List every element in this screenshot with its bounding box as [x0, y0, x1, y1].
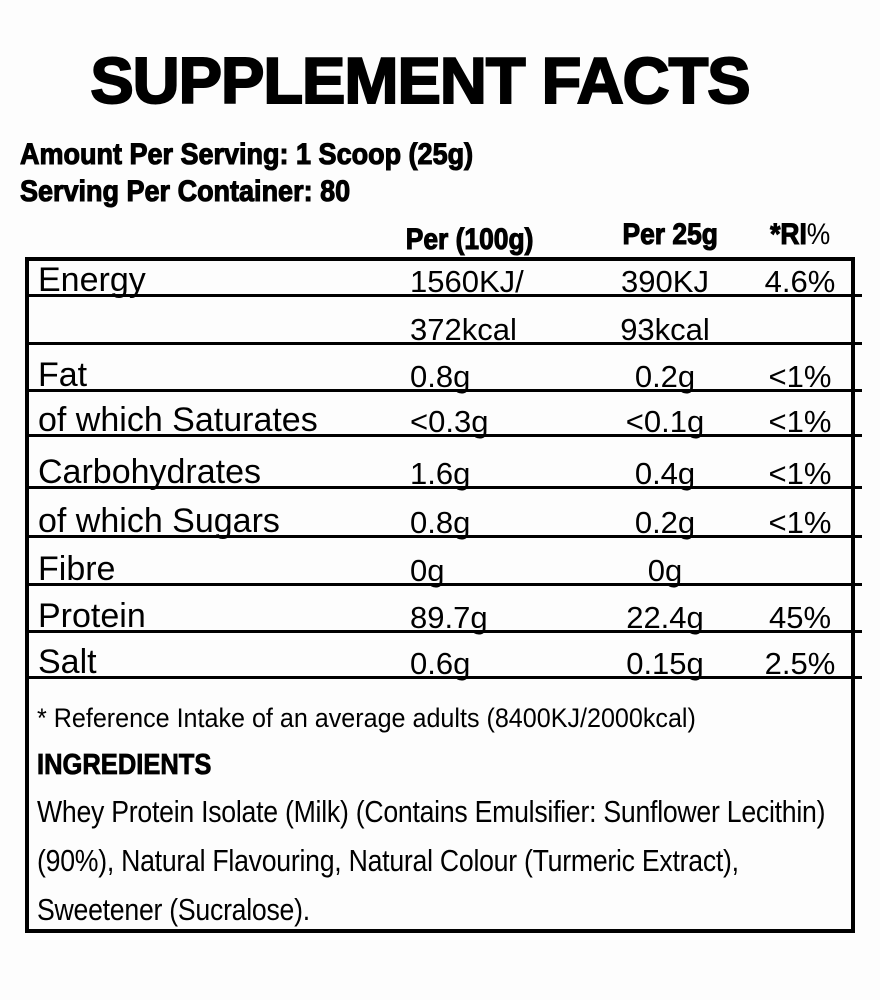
ri-percent-value: 45%	[768, 600, 832, 635]
per-25g-value: <0.1g	[625, 404, 705, 439]
ingredients-line: (90%), Natural Flavouring, Natural Colou…	[37, 845, 853, 876]
label-title-row: SUPPLEMENT FACTS	[0, 47, 840, 114]
nutrient-name: Salt	[38, 643, 97, 681]
per-100g-value: 372kcal	[410, 312, 517, 347]
per-25g-value: 93kcal	[620, 312, 710, 347]
ri-percent-value: <1%	[768, 456, 832, 491]
per-100g-value: 1560KJ/	[410, 264, 524, 299]
nutrient-name: Carbohydrates	[38, 453, 262, 491]
per-100g-value: 0.6g	[410, 646, 471, 681]
table-row: Fibre 0g 0g	[29, 539, 851, 588]
per-100g-header-text: Per (100g)	[406, 223, 535, 256]
column-header-per-25g: Per 25g	[600, 218, 740, 251]
table-row: Energy 1560KJ/ 390KJ 4.6%	[29, 250, 851, 299]
page-title: SUPPLEMENT FACTS	[89, 44, 751, 117]
table-row: Salt 0.6g 0.15g 2.5%	[29, 632, 851, 681]
per-25g-value: 0.4g	[634, 456, 696, 491]
servings-per-container-text: Serving Per Container: 80	[20, 175, 351, 208]
nutrient-name: of which Sugars	[38, 502, 280, 540]
ri-percent-value: <1%	[768, 404, 832, 439]
ri-header-bold-part: *RI	[769, 218, 807, 251]
ingredients-line: Sweetener (Sucralose).	[37, 894, 354, 925]
ri-header-text: *RI%	[769, 218, 831, 251]
per-25g-value: 0g	[647, 553, 683, 588]
amount-per-serving-line: Amount Per Serving: 1 Scoop (25g)	[20, 138, 523, 171]
nutrient-name: of which Saturates	[38, 401, 318, 439]
ingredients-heading-text: INGREDIENTS	[37, 749, 212, 781]
per-25g-value: 390KJ	[621, 264, 709, 299]
ri-percent-value: 4.6%	[764, 264, 836, 299]
row-separator	[29, 434, 862, 437]
nutrient-name: Fat	[38, 356, 88, 394]
ingredients-heading: INGREDIENTS	[37, 749, 235, 781]
table-row: of which Saturates <0.3g <0.1g <1%	[29, 390, 851, 439]
reference-intake-footnote: * Reference Intake of an average adults …	[37, 705, 745, 732]
table-row: of which Sugars 0.8g 0.2g <1%	[29, 491, 851, 540]
table-row: Protein 89.7g 22.4g 45%	[29, 586, 851, 635]
nutrient-name: Energy	[38, 261, 146, 299]
per-25g-value: 22.4g	[626, 600, 704, 635]
nutrition-table-border	[25, 257, 855, 933]
row-separator	[29, 583, 862, 586]
per-25g-value: 0.2g	[634, 505, 696, 540]
per-25g-value: 0.2g	[634, 359, 696, 394]
amount-per-serving-text: Amount Per Serving: 1 Scoop (25g)	[20, 138, 474, 171]
column-header-per-100g: Per (100g)	[395, 223, 545, 256]
per-25g-header-text: Per 25g	[622, 218, 718, 251]
ingredients-text: Whey Protein Isolate (Milk) (Contains Em…	[37, 794, 826, 829]
row-separator	[29, 389, 862, 392]
nutrient-name: Fibre	[38, 550, 116, 588]
servings-per-container-line: Serving Per Container: 80	[20, 175, 387, 208]
row-separator	[29, 630, 862, 633]
row-separator	[29, 676, 862, 679]
ingredients-line: Whey Protein Isolate (Milk) (Contains Em…	[37, 796, 880, 827]
ri-percent-value: 2.5%	[764, 646, 836, 681]
ingredients-text: Sweetener (Sucralose).	[37, 892, 310, 927]
per-100g-value: 1.6g	[410, 456, 471, 491]
per-100g-value: 89.7g	[410, 600, 488, 635]
per-25g-value: 0.15g	[626, 646, 704, 681]
per-100g-value: <0.3g	[410, 404, 489, 439]
ri-percent-value: <1%	[768, 505, 832, 540]
table-row: Fat 0.8g 0.2g <1%	[29, 345, 851, 394]
table-row: 372kcal 93kcal	[29, 298, 851, 347]
column-header-ri-percent: *RI%	[755, 218, 845, 251]
row-separator	[29, 294, 862, 297]
row-separator	[29, 342, 862, 345]
table-row: Carbohydrates 1.6g 0.4g <1%	[29, 442, 851, 491]
per-100g-value: 0.8g	[410, 505, 471, 540]
row-separator	[29, 486, 862, 489]
ri-header-percent-sign: %	[806, 218, 831, 251]
footnote-text: * Reference Intake of an average adults …	[37, 703, 696, 733]
nutrient-name: Protein	[38, 597, 146, 635]
per-100g-value: 0g	[410, 553, 445, 588]
ingredients-text: (90%), Natural Flavouring, Natural Colou…	[37, 843, 739, 878]
per-100g-value: 0.8g	[410, 359, 471, 394]
row-separator	[29, 535, 862, 538]
ri-percent-value: <1%	[768, 359, 832, 394]
